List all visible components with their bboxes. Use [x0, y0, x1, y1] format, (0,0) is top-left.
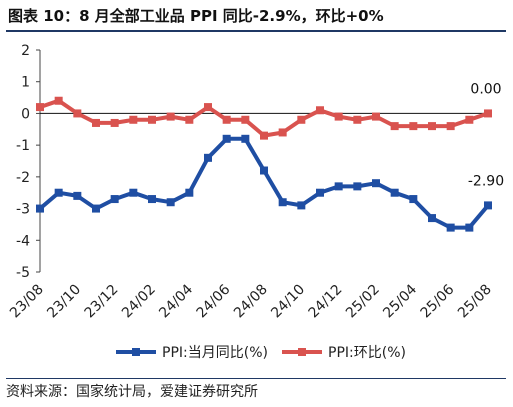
x-tick-label: 23/12	[82, 282, 122, 322]
series-marker-0	[260, 166, 268, 175]
series-marker-1	[428, 122, 436, 131]
y-tick-label: 1	[21, 75, 30, 91]
series-marker-0	[316, 188, 324, 197]
series-marker-1	[409, 122, 418, 131]
chart-legend: PPI:当月同比(%) PPI:环比(%)	[116, 345, 406, 361]
series-marker-0	[297, 201, 306, 210]
x-tick-label: 24/12	[306, 282, 346, 322]
series-marker-0	[241, 134, 250, 143]
series-marker-0	[465, 223, 474, 232]
series-marker-1	[260, 131, 268, 140]
y-tick-label: 0	[21, 106, 30, 122]
y-tick-label: -4	[16, 233, 30, 249]
series-line-0	[38, 136, 490, 230]
series-marker-0	[278, 198, 287, 207]
legend-swatch-marker	[298, 348, 306, 356]
data-label-0: 0.00	[470, 81, 501, 97]
series-marker-1	[484, 109, 492, 118]
series-marker-0	[54, 188, 63, 197]
series-marker-0	[36, 204, 44, 213]
series-marker-1	[166, 112, 175, 121]
x-tick-label: 25/08	[455, 282, 495, 322]
chart-series	[36, 96, 492, 232]
series-marker-1	[278, 128, 287, 137]
x-tick-label: 24/08	[231, 282, 271, 322]
x-tick-label: 25/02	[343, 282, 383, 322]
title-rule	[6, 30, 506, 32]
series-marker-0	[222, 134, 231, 143]
source-note: 资料来源：国家统计局，爱建证券研究所	[6, 384, 258, 400]
legend-swatch-marker	[132, 348, 140, 356]
series-marker-0	[334, 182, 343, 191]
series-marker-1	[222, 115, 231, 124]
legend-label: PPI:环比(%)	[328, 345, 406, 361]
series-marker-0	[148, 195, 156, 204]
series-marker-1	[297, 115, 306, 124]
y-tick-label: -2	[16, 170, 30, 186]
legend-label: PPI:当月同比(%)	[162, 345, 268, 361]
x-tick-label: 25/06	[418, 281, 458, 321]
y-tick-label: -1	[16, 138, 30, 154]
y-tick-label: -3	[16, 202, 30, 218]
series-marker-1	[36, 103, 44, 112]
y-tick-label: -5	[16, 265, 30, 281]
x-tick-label: 24/02	[119, 282, 159, 322]
series-marker-0	[92, 204, 100, 213]
series-marker-0	[129, 188, 138, 197]
series-marker-1	[446, 122, 455, 131]
series-line-1	[39, 98, 489, 138]
series-marker-0	[390, 188, 399, 197]
series-marker-0	[372, 179, 380, 188]
series-marker-1	[54, 96, 63, 105]
x-tick-label: 23/10	[44, 282, 84, 322]
series-marker-1	[390, 122, 399, 131]
series-marker-1	[353, 115, 362, 124]
series-marker-1	[73, 109, 82, 118]
series-marker-1	[204, 103, 212, 112]
series-marker-1	[241, 115, 250, 124]
series-marker-0	[73, 191, 82, 200]
data-label-1: -2.90	[468, 173, 504, 189]
series-marker-1	[334, 112, 343, 121]
chart-axes: 210-1-2-3-4-523/0823/1023/1224/0224/0424…	[7, 43, 495, 321]
source-rule	[6, 378, 506, 379]
y-tick-label: 2	[21, 43, 30, 59]
series-marker-0	[446, 223, 455, 232]
series-marker-1	[129, 115, 138, 124]
x-tick-label: 24/04	[156, 281, 196, 321]
series-marker-1	[92, 118, 100, 127]
x-tick-label: 25/04	[380, 281, 420, 321]
series-marker-0	[110, 195, 119, 204]
series-marker-0	[428, 214, 436, 223]
series-marker-0	[204, 153, 212, 162]
x-tick-label: 24/10	[268, 282, 308, 322]
series-marker-0	[484, 201, 492, 210]
series-marker-1	[316, 106, 324, 115]
chart-labels: 0.00 -2.90	[468, 81, 504, 189]
series-marker-1	[148, 115, 156, 124]
series-marker-1	[110, 118, 119, 127]
series-marker-0	[185, 188, 194, 197]
series-marker-1	[185, 115, 194, 124]
series-marker-0	[166, 198, 175, 207]
page-title: 图表 10：8 月全部工业品 PPI 同比-2.9%，环比+0%	[8, 7, 384, 25]
series-marker-1	[372, 112, 380, 121]
x-tick-label: 23/08	[7, 282, 47, 322]
series-marker-1	[465, 115, 474, 124]
series-marker-0	[353, 182, 362, 191]
series-marker-0	[409, 195, 418, 204]
x-tick-label: 24/06	[194, 281, 234, 321]
